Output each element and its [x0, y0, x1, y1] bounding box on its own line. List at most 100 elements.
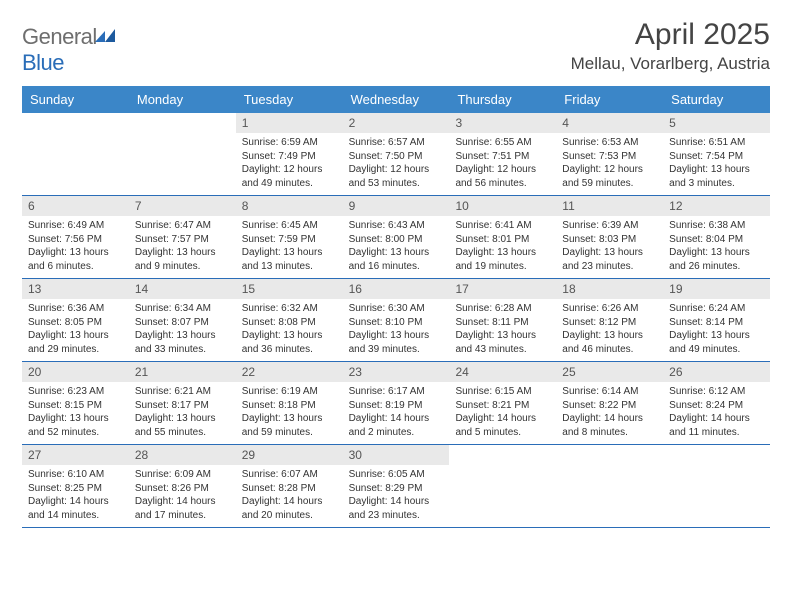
day-number: 24 — [449, 362, 556, 382]
sunset-line: Sunset: 8:28 PM — [242, 482, 337, 496]
day-number: 10 — [449, 196, 556, 216]
calendar: SundayMondayTuesdayWednesdayThursdayFrid… — [22, 86, 770, 528]
sunset-line: Sunset: 8:17 PM — [135, 399, 230, 413]
day-number: 27 — [22, 445, 129, 465]
day-cell: 27Sunrise: 6:10 AMSunset: 8:25 PMDayligh… — [22, 445, 129, 527]
daylight-line: Daylight: 13 hours and 6 minutes. — [28, 246, 123, 273]
day-cell: 26Sunrise: 6:12 AMSunset: 8:24 PMDayligh… — [663, 362, 770, 444]
day-cell: 7Sunrise: 6:47 AMSunset: 7:57 PMDaylight… — [129, 196, 236, 278]
daylight-line: Daylight: 14 hours and 8 minutes. — [562, 412, 657, 439]
title-block: April 2025 Mellau, Vorarlberg, Austria — [571, 18, 770, 74]
sunrise-line: Sunrise: 6:41 AM — [455, 219, 550, 233]
day-cell-empty — [556, 445, 663, 527]
sunrise-line: Sunrise: 6:49 AM — [28, 219, 123, 233]
daylight-line: Daylight: 14 hours and 23 minutes. — [349, 495, 444, 522]
logo-text: GeneralBlue — [22, 24, 115, 76]
day-cell: 4Sunrise: 6:53 AMSunset: 7:53 PMDaylight… — [556, 113, 663, 195]
daylight-line: Daylight: 14 hours and 14 minutes. — [28, 495, 123, 522]
dow-header-tuesday: Tuesday — [236, 86, 343, 113]
day-number: 11 — [556, 196, 663, 216]
sunset-line: Sunset: 8:00 PM — [349, 233, 444, 247]
sunset-line: Sunset: 8:19 PM — [349, 399, 444, 413]
daylight-line: Daylight: 12 hours and 56 minutes. — [455, 163, 550, 190]
day-number — [663, 445, 770, 465]
daylight-line: Daylight: 13 hours and 16 minutes. — [349, 246, 444, 273]
sunset-line: Sunset: 8:12 PM — [562, 316, 657, 330]
day-number: 3 — [449, 113, 556, 133]
calendar-page: GeneralBlue April 2025 Mellau, Vorarlber… — [0, 0, 792, 528]
dow-header-wednesday: Wednesday — [343, 86, 450, 113]
daylight-line: Daylight: 13 hours and 3 minutes. — [669, 163, 764, 190]
daylight-line: Daylight: 12 hours and 49 minutes. — [242, 163, 337, 190]
sunrise-line: Sunrise: 6:38 AM — [669, 219, 764, 233]
sunset-line: Sunset: 8:05 PM — [28, 316, 123, 330]
day-number: 21 — [129, 362, 236, 382]
sunrise-line: Sunrise: 6:36 AM — [28, 302, 123, 316]
day-number: 12 — [663, 196, 770, 216]
sunrise-line: Sunrise: 6:12 AM — [669, 385, 764, 399]
sunrise-line: Sunrise: 6:55 AM — [455, 136, 550, 150]
daylight-line: Daylight: 13 hours and 46 minutes. — [562, 329, 657, 356]
daylight-line: Daylight: 13 hours and 43 minutes. — [455, 329, 550, 356]
sunset-line: Sunset: 8:10 PM — [349, 316, 444, 330]
dow-header-monday: Monday — [129, 86, 236, 113]
day-cell: 1Sunrise: 6:59 AMSunset: 7:49 PMDaylight… — [236, 113, 343, 195]
sunset-line: Sunset: 7:49 PM — [242, 150, 337, 164]
day-cell: 8Sunrise: 6:45 AMSunset: 7:59 PMDaylight… — [236, 196, 343, 278]
day-cell: 16Sunrise: 6:30 AMSunset: 8:10 PMDayligh… — [343, 279, 450, 361]
day-cell: 28Sunrise: 6:09 AMSunset: 8:26 PMDayligh… — [129, 445, 236, 527]
day-number: 28 — [129, 445, 236, 465]
dow-header-thursday: Thursday — [449, 86, 556, 113]
dow-header-friday: Friday — [556, 86, 663, 113]
daylight-line: Daylight: 13 hours and 33 minutes. — [135, 329, 230, 356]
day-number: 1 — [236, 113, 343, 133]
day-number: 30 — [343, 445, 450, 465]
sunrise-line: Sunrise: 6:21 AM — [135, 385, 230, 399]
location: Mellau, Vorarlberg, Austria — [571, 54, 770, 74]
day-cell: 24 Sunrise: 6:15 AMSunset: 8:21 PMDayligh… — [449, 362, 556, 444]
daylight-line: Daylight: 13 hours and 29 minutes. — [28, 329, 123, 356]
sunrise-line: Sunrise: 6:14 AM — [562, 385, 657, 399]
sunset-line: Sunset: 8:21 PM — [455, 399, 550, 413]
day-cell: 30Sunrise: 6:05 AMSunset: 8:29 PMDayligh… — [343, 445, 450, 527]
sunset-line: Sunset: 8:18 PM — [242, 399, 337, 413]
sunrise-line: Sunrise: 6:51 AM — [669, 136, 764, 150]
sunset-line: Sunset: 7:59 PM — [242, 233, 337, 247]
day-number: 15 — [236, 279, 343, 299]
week-row: 20Sunrise: 6:23 AMSunset: 8:15 PMDayligh… — [22, 362, 770, 445]
day-cell: 22 Sunrise: 6:19 AMSunset: 8:18 PMDayligh… — [236, 362, 343, 444]
sunrise-line: Sunrise: 6:15 AM — [455, 385, 550, 399]
daylight-line: Daylight: 12 hours and 53 minutes. — [349, 163, 444, 190]
daylight-line: Daylight: 13 hours and 55 minutes. — [135, 412, 230, 439]
day-cell-empty — [663, 445, 770, 527]
daylight-line: Daylight: 13 hours and 23 minutes. — [562, 246, 657, 273]
sunset-line: Sunset: 8:07 PM — [135, 316, 230, 330]
sunrise-line: Sunrise: 6:24 AM — [669, 302, 764, 316]
day-number: 22 — [236, 362, 343, 382]
logo-text-blue: Blue — [22, 50, 64, 75]
day-number: 20 — [22, 362, 129, 382]
sunrise-line: Sunrise: 6:28 AM — [455, 302, 550, 316]
sunrise-line: Sunrise: 6:53 AM — [562, 136, 657, 150]
week-row: 6Sunrise: 6:49 AMSunset: 7:56 PMDaylight… — [22, 196, 770, 279]
day-cell: 14Sunrise: 6:34 AMSunset: 8:07 PMDayligh… — [129, 279, 236, 361]
sunset-line: Sunset: 8:04 PM — [669, 233, 764, 247]
daylight-line: Daylight: 12 hours and 59 minutes. — [562, 163, 657, 190]
dow-header-saturday: Saturday — [663, 86, 770, 113]
day-cell: 19Sunrise: 6:24 AMSunset: 8:14 PMDayligh… — [663, 279, 770, 361]
day-cell: 6Sunrise: 6:49 AMSunset: 7:56 PMDaylight… — [22, 196, 129, 278]
day-cell: 25Sunrise: 6:14 AMSunset: 8:22 PMDayligh… — [556, 362, 663, 444]
day-number: 9 — [343, 196, 450, 216]
logo: GeneralBlue — [22, 18, 115, 76]
week-row: 13Sunrise: 6:36 AMSunset: 8:05 PMDayligh… — [22, 279, 770, 362]
sunrise-line: Sunrise: 6:19 AM — [242, 385, 337, 399]
daylight-line: Daylight: 14 hours and 5 minutes. — [455, 412, 550, 439]
day-number: 17 — [449, 279, 556, 299]
daylight-line: Daylight: 14 hours and 20 minutes. — [242, 495, 337, 522]
daylight-line: Daylight: 13 hours and 59 minutes. — [242, 412, 337, 439]
week-row: 27Sunrise: 6:10 AMSunset: 8:25 PMDayligh… — [22, 445, 770, 528]
daylight-line: Daylight: 13 hours and 36 minutes. — [242, 329, 337, 356]
sunset-line: Sunset: 8:22 PM — [562, 399, 657, 413]
sunrise-line: Sunrise: 6:23 AM — [28, 385, 123, 399]
sunrise-line: Sunrise: 6:10 AM — [28, 468, 123, 482]
